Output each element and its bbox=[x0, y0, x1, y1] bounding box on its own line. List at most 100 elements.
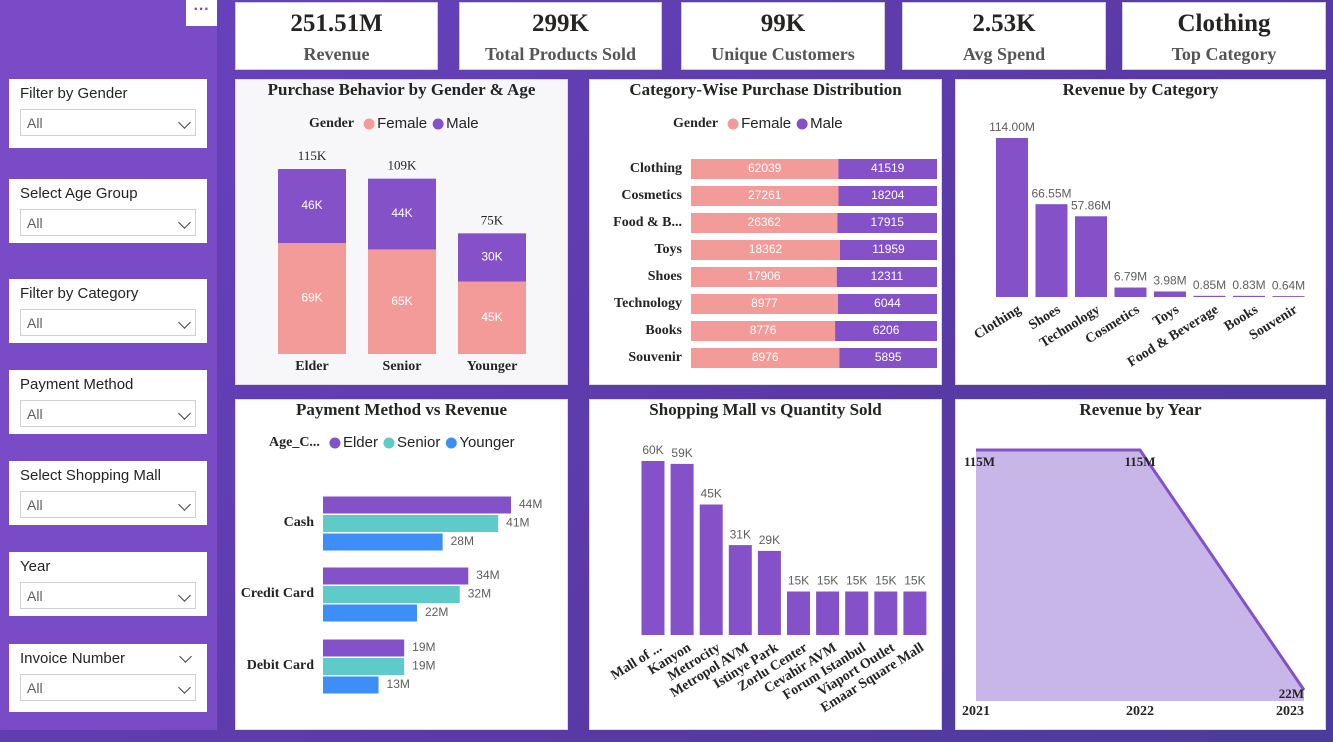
kpi-value: 2.53K bbox=[972, 10, 1036, 37]
data-label: 66.55M bbox=[1031, 186, 1071, 200]
dropdown[interactable]: All bbox=[20, 582, 196, 609]
data-label: 60K bbox=[642, 443, 663, 457]
data-label: 8776 bbox=[750, 323, 777, 337]
filter-card: Filter by Category All bbox=[9, 279, 207, 343]
bar bbox=[996, 138, 1028, 297]
chart-title: Payment Method vs Revenue bbox=[296, 400, 508, 419]
data-label: 3.98M bbox=[1153, 274, 1186, 288]
filter-label: Filter by Category bbox=[20, 285, 139, 302]
data-label: 41M bbox=[506, 516, 529, 530]
dropdown-value: All bbox=[27, 680, 43, 696]
chevron bbox=[178, 216, 191, 229]
chevron bbox=[178, 407, 191, 420]
data-label: 59K bbox=[671, 446, 692, 460]
filter-label: Filter by Gender bbox=[20, 85, 128, 102]
kpi-label: Revenue bbox=[303, 44, 370, 64]
data-label: 19M bbox=[412, 640, 435, 654]
legend-label: Female bbox=[377, 115, 427, 132]
bar bbox=[323, 533, 443, 551]
chart: Purchase Behavior by Gender & Age Gender F… bbox=[268, 80, 536, 374]
expand-icon[interactable] bbox=[179, 650, 192, 663]
bar-segment bbox=[691, 213, 838, 233]
dropdown[interactable]: All bbox=[20, 309, 196, 336]
data-label: 17915 bbox=[871, 215, 905, 229]
kpi-label: Unique Customers bbox=[711, 44, 855, 64]
filter-label: Invoice Number bbox=[20, 650, 196, 670]
kpi-card: 299K Total Products Sold bbox=[459, 2, 662, 70]
kpi-label: Top Category bbox=[1171, 44, 1277, 64]
bar bbox=[323, 567, 469, 585]
bar bbox=[323, 586, 460, 603]
bar-segment bbox=[838, 294, 937, 314]
bar bbox=[1075, 216, 1107, 297]
bar bbox=[1154, 291, 1186, 297]
bar-segment bbox=[278, 169, 346, 243]
bar bbox=[757, 550, 781, 635]
data-label: 8976 bbox=[752, 350, 779, 364]
bar bbox=[323, 515, 499, 532]
chart-title: Purchase Behavior by Gender & Age bbox=[268, 80, 536, 99]
bar bbox=[845, 591, 869, 635]
bar-segment bbox=[838, 159, 937, 179]
dropdown-value: All bbox=[27, 497, 43, 513]
dropdown[interactable]: All bbox=[20, 109, 196, 136]
data-label: 22M bbox=[1279, 686, 1304, 701]
data-label: 34M bbox=[476, 568, 499, 582]
chart-title: Revenue by Year bbox=[1079, 400, 1202, 419]
y-tick-label: Credit Card bbox=[241, 586, 314, 601]
bar-segment bbox=[836, 267, 937, 287]
data-label: 18362 bbox=[749, 242, 783, 256]
data-label: 13M bbox=[387, 677, 410, 691]
data-label: 5895 bbox=[875, 350, 902, 364]
dropdown[interactable]: All bbox=[20, 491, 196, 518]
area bbox=[976, 450, 1304, 701]
x-tick-label: Clothing bbox=[972, 302, 1024, 342]
chart-panel: Revenue by Category 114.00M Clothing 66.55M… bbox=[955, 79, 1326, 385]
y-tick-label: Clothing bbox=[630, 161, 682, 176]
dropdown[interactable]: All bbox=[20, 400, 196, 427]
bar bbox=[1035, 204, 1068, 297]
data-label: 17906 bbox=[747, 269, 781, 283]
bar bbox=[323, 676, 379, 694]
bar-segment bbox=[368, 178, 436, 250]
total-label: 75K bbox=[481, 212, 504, 227]
filter-label: Payment Method bbox=[20, 376, 134, 393]
legend-title: Gender bbox=[309, 116, 354, 131]
bar bbox=[323, 496, 511, 514]
y-tick-label: Technology bbox=[614, 296, 682, 311]
data-label: 6206 bbox=[873, 323, 900, 337]
y-tick-label: Books bbox=[645, 323, 682, 338]
filter-card: Filter by Gender All bbox=[9, 79, 207, 148]
data-label: 30K bbox=[481, 250, 502, 264]
data-label: 29K bbox=[759, 533, 780, 547]
data-label: 69K bbox=[301, 291, 322, 305]
data-label: 115M bbox=[964, 454, 995, 469]
legend-label: Female bbox=[741, 115, 791, 132]
dropdown[interactable]: All bbox=[20, 209, 196, 236]
data-label: 32M bbox=[468, 587, 491, 601]
more-options[interactable]: ··· bbox=[186, 0, 217, 26]
kpi-card: 2.53K Avg Spend bbox=[902, 2, 1106, 70]
dropdown[interactable]: All bbox=[20, 674, 196, 701]
legend-label: Senior bbox=[397, 434, 440, 451]
bar-segment bbox=[839, 348, 937, 368]
bar-segment bbox=[835, 321, 937, 341]
bar-segment bbox=[278, 243, 346, 354]
data-label: 31K bbox=[730, 527, 751, 541]
chevron bbox=[178, 316, 191, 329]
data-label: 0.64M bbox=[1272, 278, 1305, 292]
bar bbox=[1114, 287, 1147, 297]
bar-segment bbox=[691, 267, 837, 287]
chart: Category-Wise Purchase Distribution Gende… bbox=[613, 80, 937, 368]
chart: Payment Method vs Revenue Age_C... Elder Se… bbox=[241, 400, 542, 694]
bar-segment bbox=[691, 159, 839, 179]
legend-label: Male bbox=[810, 115, 843, 132]
data-label: 41519 bbox=[871, 161, 905, 175]
bar bbox=[1233, 295, 1265, 297]
filter-card: Payment Method All bbox=[9, 370, 207, 434]
data-label: 15K bbox=[846, 574, 867, 588]
chart-panel: Purchase Behavior by Gender & Age Gender F… bbox=[235, 79, 568, 385]
bar bbox=[874, 591, 898, 635]
